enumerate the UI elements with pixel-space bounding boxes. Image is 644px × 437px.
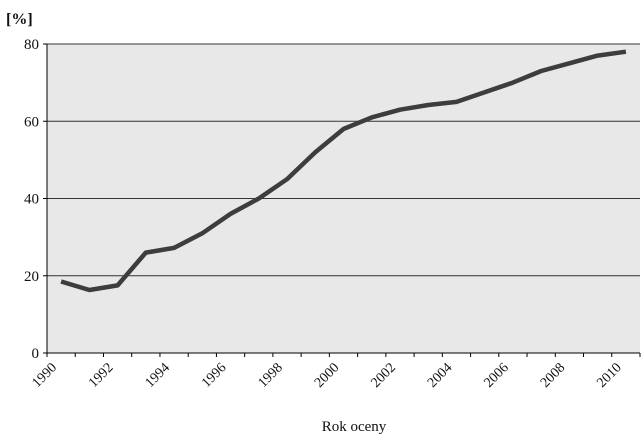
x-axis-ticks: 1990 1992 1994 1996 1998 2000 2002 2004 2006 2008… [30,353,641,391]
x-tick-label: 1994 [143,360,173,390]
y-tick-label: 40 [24,192,39,208]
x-tick-label: 1990 [30,360,60,390]
y-tick-label: 20 [24,269,39,285]
axes [43,44,640,357]
series-line-0 [60,49,627,293]
y-axis-label: [%] [6,11,33,28]
x-tick-label: 1998 [256,360,286,390]
y-tick-label: 60 [24,114,39,130]
x-tick-label: 2008 [538,360,568,390]
x-tick-label: 1996 [199,360,229,390]
x-tick-label: 2010 [594,360,624,390]
x-axis-label: Rok oceny [322,419,387,435]
x-tick-label: 2004 [425,360,455,390]
y-tick-label: 0 [32,346,40,362]
x-tick-label: 2002 [369,360,399,390]
y-tick-label: 80 [24,37,39,53]
series-group [60,49,627,293]
x-tick-label: 2000 [312,360,342,390]
y-axis-ticks: 0 20 40 60 80 [24,37,47,362]
gridlines [47,43,640,277]
x-tick-label: 1992 [86,360,116,390]
x-tick-label: 2006 [481,360,511,390]
